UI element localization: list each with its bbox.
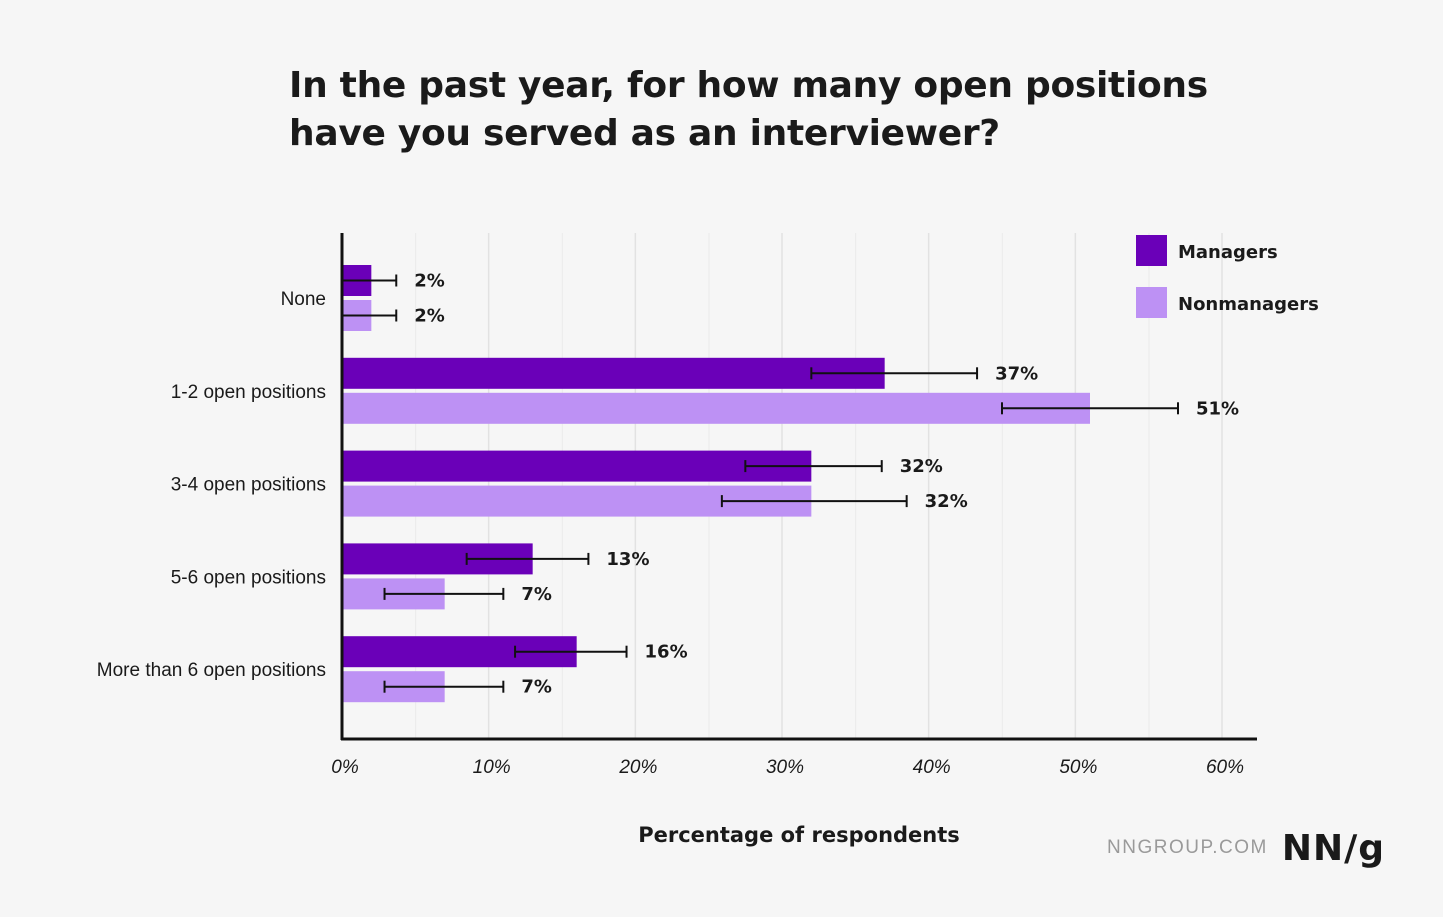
x-tick-6: 60% bbox=[1206, 757, 1244, 778]
x-tick-5: 50% bbox=[1059, 757, 1097, 778]
axes bbox=[340, 233, 1257, 741]
legend-label-0: Managers bbox=[1178, 242, 1278, 263]
category-label-2: 3-4 open positions bbox=[171, 475, 326, 496]
bars bbox=[342, 265, 1090, 703]
category-labels: None 1-2 open positions 3-4 open positions… bbox=[97, 289, 326, 681]
footer: NNGROUP.COM NN/g bbox=[1107, 831, 1385, 867]
data-label-0-2: 32% bbox=[900, 456, 943, 477]
x-axis-label: Percentage of respondents bbox=[638, 823, 960, 847]
bar-0-2 bbox=[342, 450, 812, 482]
data-label-1-0: 2% bbox=[414, 306, 445, 327]
data-labels: 2% 2% 37% 51% 32% 32% 13% 7% 16% 7% bbox=[414, 271, 1239, 698]
data-label-1-1: 51% bbox=[1196, 398, 1239, 419]
legend-label-1: Nonmanagers bbox=[1178, 294, 1319, 315]
x-tick-labels: 0% 10% 20% 30% 40% 50% 60% bbox=[331, 757, 1244, 778]
site-name: NNGROUP.COM bbox=[1107, 837, 1268, 858]
x-tick-3: 30% bbox=[766, 757, 804, 778]
chart-title: In the past year, for how many open posi… bbox=[289, 65, 1208, 154]
data-label-1-4: 7% bbox=[521, 677, 552, 698]
bar-1-1 bbox=[342, 392, 1090, 424]
category-label-1: 1-2 open positions bbox=[171, 382, 326, 403]
data-label-1-2: 32% bbox=[925, 491, 968, 512]
data-label-0-3: 13% bbox=[606, 549, 649, 570]
x-tick-1: 10% bbox=[473, 757, 511, 778]
legend-swatch-0 bbox=[1136, 235, 1167, 266]
data-label-1-3: 7% bbox=[521, 584, 552, 605]
error-bars bbox=[341, 274, 1179, 693]
data-label-0-0: 2% bbox=[414, 271, 445, 292]
data-label-0-4: 16% bbox=[645, 642, 688, 663]
legend: Managers Nonmanagers bbox=[1136, 235, 1319, 318]
bar-0-1 bbox=[342, 357, 885, 389]
legend-swatch-1 bbox=[1136, 287, 1167, 318]
category-label-3: 5-6 open positions bbox=[171, 567, 326, 588]
data-label-0-1: 37% bbox=[995, 363, 1038, 384]
category-label-0: None bbox=[281, 289, 326, 310]
x-tick-2: 20% bbox=[618, 757, 657, 778]
category-label-4: More than 6 open positions bbox=[97, 660, 326, 681]
x-tick-0: 0% bbox=[331, 757, 359, 778]
x-tick-4: 40% bbox=[913, 757, 951, 778]
nng-logo: NN/g bbox=[1281, 828, 1385, 869]
